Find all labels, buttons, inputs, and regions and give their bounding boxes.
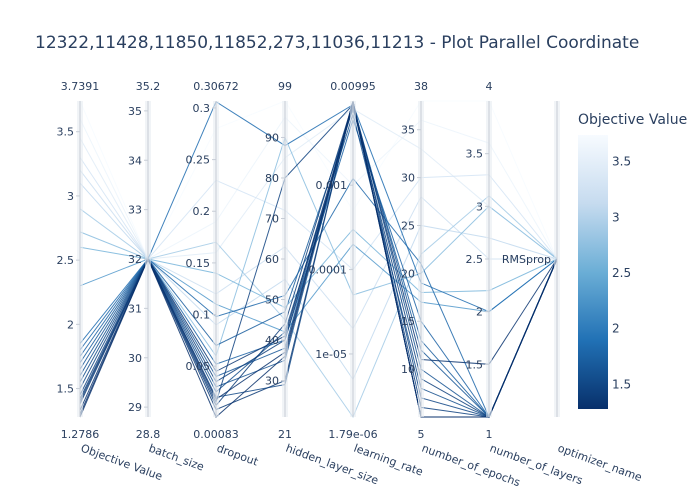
colorbar-tick-label: 3.5 xyxy=(612,155,631,169)
data-line-5 xyxy=(79,182,558,381)
axis-tick-label: 15 xyxy=(401,315,415,328)
data-lines xyxy=(79,100,558,419)
axis-tick-label: 3 xyxy=(476,200,483,213)
data-line-1 xyxy=(79,116,558,260)
axis-tick-label: 2 xyxy=(67,318,74,331)
axis-tick-label: 2.5 xyxy=(466,253,484,266)
axis-tick-label: 0.2 xyxy=(193,205,211,218)
data-line-13 xyxy=(79,107,558,418)
axis-tick-label: RMSprop xyxy=(502,253,551,266)
data-line-9 xyxy=(79,243,558,333)
axis-range-min-label: 1.79e-06 xyxy=(328,428,377,441)
data-line-22 xyxy=(79,102,558,411)
axis-tick-label: 40 xyxy=(265,334,279,347)
axis-tick-label: 0.15 xyxy=(186,257,211,270)
axis-tick-label: 33 xyxy=(128,204,142,217)
data-line-2 xyxy=(79,108,558,260)
axis-tick-label: 0.05 xyxy=(186,360,211,373)
axis-tick-label: 10 xyxy=(401,363,415,376)
axis-tick-label: 70 xyxy=(265,212,279,225)
colorbar-title: Objective Value xyxy=(578,112,687,128)
axis-tick-label: 35 xyxy=(128,105,142,118)
axis-range-min-label: 1.2786 xyxy=(61,428,100,441)
axis-tick-label: 32 xyxy=(128,253,142,266)
axis-tick-label: 30 xyxy=(128,352,142,365)
axis-range-min-label: 5 xyxy=(418,428,425,441)
axis-tick-label: 3 xyxy=(67,190,74,203)
axis-range-max-label: 35.2 xyxy=(136,80,161,93)
colorbar-tick-label: 2.5 xyxy=(612,266,631,280)
axis-tick-label: 1e-05 xyxy=(315,348,347,361)
axis-tick-label: 20 xyxy=(401,267,415,280)
axis-tick-label: 0.25 xyxy=(186,154,211,167)
axis-range-max-label: 38 xyxy=(414,80,428,93)
data-line-7 xyxy=(79,136,558,358)
axis-tick-label: 35 xyxy=(401,124,415,137)
axis-range-max-label: 0.30672 xyxy=(193,80,239,93)
data-line-10 xyxy=(79,100,558,344)
axis-tick-label: 2.5 xyxy=(57,254,75,267)
colorbar-tick-label: 2 xyxy=(612,322,620,336)
colorbar-tick-label: 3 xyxy=(612,210,620,224)
axis-tick-label: 3.5 xyxy=(57,126,75,139)
data-line-11 xyxy=(79,177,558,419)
axis-tick-label: 3.5 xyxy=(466,148,484,161)
axis-tick-label: 0.001 xyxy=(316,179,348,192)
axis-tick-label: 25 xyxy=(401,219,415,232)
axis-range-max-label: 3.7391 xyxy=(61,80,100,93)
data-line-4 xyxy=(79,169,557,330)
axis-range-max-label: 4 xyxy=(486,80,493,93)
axis-range-min-label: 0.00083 xyxy=(193,428,239,441)
axis-range-max-label: 99 xyxy=(278,80,292,93)
axis-tick-label: 0.0001 xyxy=(309,264,348,277)
chart-title: 12322,11428,11850,11852,273,11036,11213 … xyxy=(35,33,640,53)
axis-tick-label: 50 xyxy=(265,294,279,307)
data-line-8 xyxy=(79,228,558,309)
colorbar-tick-label: 1.5 xyxy=(612,377,631,391)
axis-tick-label: 80 xyxy=(265,172,279,185)
axis-tick-label: 29 xyxy=(128,401,142,414)
data-line-19 xyxy=(79,104,558,418)
axis-tick-label: 0.3 xyxy=(193,102,211,115)
data-line-0 xyxy=(79,100,558,261)
axis-tick-label: 0.1 xyxy=(193,309,211,322)
axis-range-max-label: 0.00995 xyxy=(330,80,376,93)
colorbar: Objective Value 3.5 3 2.5 2 1.5 xyxy=(578,112,687,409)
data-line-6 xyxy=(79,195,558,419)
colorbar-gradient xyxy=(578,135,608,409)
axis-tick-label: 30 xyxy=(401,172,415,185)
axis-tick-label: 2 xyxy=(476,306,483,319)
axis-range-min-label: 28.8 xyxy=(136,428,161,441)
axis-tick-label: 1.5 xyxy=(57,383,75,396)
axis-tick-label: 31 xyxy=(128,302,142,315)
axis-tick-label: 30 xyxy=(265,375,279,388)
axis-tick-label: 1.5 xyxy=(466,358,484,371)
axis-range-min-label: 21 xyxy=(278,428,292,441)
axis-title: dropout xyxy=(215,442,260,469)
data-line-24 xyxy=(79,101,558,418)
axis-tick-label: 60 xyxy=(265,253,279,266)
axis-tick-label: 34 xyxy=(128,154,142,167)
axis-range-min-label: 1 xyxy=(486,428,493,441)
axis-tick-label: 90 xyxy=(265,131,279,144)
